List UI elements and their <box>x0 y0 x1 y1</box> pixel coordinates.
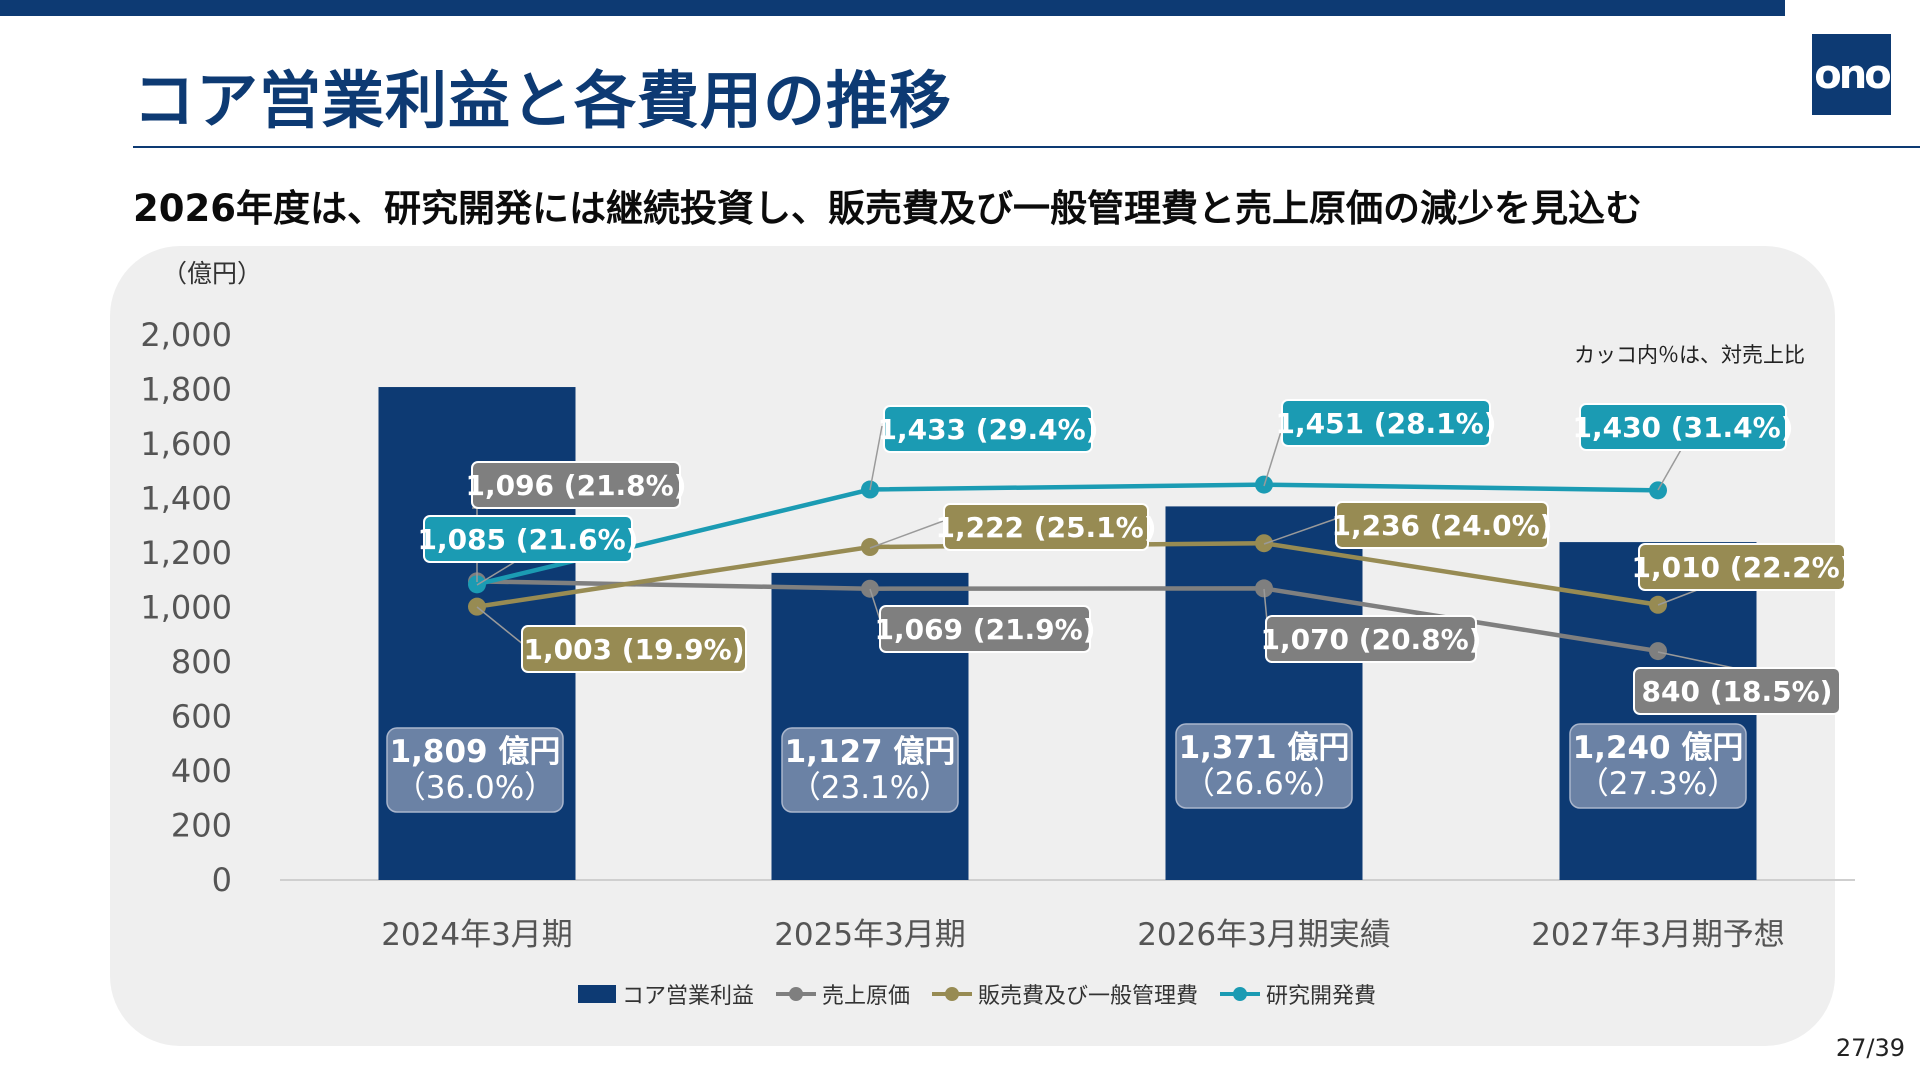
top-accent-bar <box>0 0 1785 16</box>
bar-value-label: 1,240 億円 <box>1573 730 1744 766</box>
y-tick-label: 2,000 <box>140 316 232 354</box>
x-category-label: 2027年3月期予想 <box>1531 917 1785 953</box>
chart-legend: コア営業利益 売上原価 販売費及び一般管理費 研究開発費 <box>578 978 1376 1010</box>
series-line-2 <box>476 482 1659 587</box>
series-value-label: 1,003 (19.9%) <box>523 633 744 666</box>
series-value-label: 840 (18.5%) <box>1642 675 1833 708</box>
series-marker <box>1649 481 1667 500</box>
page-number: 27/39 <box>1835 1034 1905 1062</box>
legend-line-swatch <box>776 987 817 1001</box>
callout-label-box <box>943 503 1149 551</box>
callout-label-box <box>1579 403 1787 451</box>
y-tick-label: 1,000 <box>140 589 232 627</box>
series-value-label: 1,069 (21.9%) <box>874 613 1095 646</box>
y-tick-label: 0 <box>212 861 232 899</box>
bar-value-label: 1,809 億円 <box>390 734 561 770</box>
bar-percent-label: （36.0%） <box>395 770 555 806</box>
title-divider <box>133 146 1920 148</box>
callout-label-box <box>423 515 633 563</box>
legend-item-core-operating-profit: コア営業利益 <box>578 978 754 1010</box>
callout-label-box <box>879 605 1091 653</box>
bar-value-label-box <box>1175 723 1353 809</box>
callout-label-box <box>1265 615 1477 663</box>
series-marker <box>861 579 879 598</box>
y-tick-label: 800 <box>171 643 232 681</box>
series-value-label: 1,222 (25.1%) <box>935 511 1156 544</box>
legend-label: 研究開発費 <box>1266 984 1377 1009</box>
series-value-label: 1,433 (29.4%) <box>877 413 1098 446</box>
bar-percent-label: （27.3%） <box>1578 766 1738 802</box>
legend-label: 売上原価 <box>822 984 911 1009</box>
x-category-label: 2024年3月期 <box>381 917 573 953</box>
series-value-label: 1,236 (24.0%) <box>1331 509 1552 542</box>
legend-label: コア営業利益 <box>622 984 755 1009</box>
callout-label-box <box>521 625 747 673</box>
callout-leader-line <box>476 606 525 646</box>
legend-item-rnd: 研究開発費 <box>1220 978 1376 1010</box>
callout-leader-line <box>1657 651 1735 669</box>
legend-item-cost-of-sales: 売上原価 <box>776 978 910 1010</box>
callout-leader-line <box>869 425 883 491</box>
legend-label: 販売費及び一般管理費 <box>978 984 1199 1009</box>
callout-label-box <box>883 405 1093 453</box>
series-value-label: 1,070 (20.8%) <box>1260 623 1481 656</box>
callout-label-box <box>1335 501 1549 549</box>
y-tick-label: 1,200 <box>140 534 232 572</box>
y-axis-unit-label: （億円） <box>162 259 262 288</box>
series-marker <box>1255 579 1273 598</box>
series-line-1 <box>476 540 1659 609</box>
y-tick-label: 1,800 <box>140 371 232 409</box>
callout-label-box <box>1281 399 1491 447</box>
slide-title: コア営業利益と各費用の推移 <box>133 64 953 137</box>
callout-leader-line <box>1263 421 1285 487</box>
company-logo: ono <box>1812 34 1892 115</box>
series-marker <box>861 538 879 557</box>
series-value-label: 1,085 (21.6%) <box>417 523 638 556</box>
legend-line-swatch <box>932 987 973 1001</box>
callout-label-box <box>471 461 681 509</box>
y-tick-label: 200 <box>171 807 232 845</box>
bar-core-operating-profit <box>1165 506 1363 880</box>
slide-subtitle: 2026年度は、研究開発には継続投資し、販売費及び一般管理費と売上原価の減少を見… <box>133 187 1642 230</box>
y-tick-label: 400 <box>171 752 232 790</box>
bar-value-label-box <box>386 727 564 813</box>
bar-percent-label: （23.1%） <box>790 770 950 806</box>
ratio-note: カッコ内％は、対売上比 <box>1574 343 1805 367</box>
bar-value-label: 1,127 億円 <box>785 734 956 770</box>
bar-value-label: 1,371 億円 <box>1179 730 1350 766</box>
y-tick-label: 1,600 <box>140 425 232 463</box>
series-value-label: 1,010 (22.2%) <box>1631 551 1852 584</box>
series-marker <box>1255 534 1273 553</box>
series-value-label: 1,430 (31.4%) <box>1572 411 1793 444</box>
callout-leader-line <box>869 519 947 549</box>
legend-line-swatch <box>1220 987 1261 1001</box>
series-marker <box>1649 642 1667 661</box>
bar-percent-label: （26.6%） <box>1184 766 1344 802</box>
y-tick-label: 1,400 <box>140 480 232 518</box>
callout-leader-line <box>1657 447 1683 491</box>
x-category-label: 2025年3月期 <box>774 917 966 953</box>
x-category-label: 2026年3月期実績 <box>1137 917 1391 953</box>
y-tick-label: 600 <box>171 698 232 736</box>
callout-label-box <box>1638 543 1846 591</box>
bar-value-label-box <box>1569 723 1747 809</box>
legend-item-sga: 販売費及び一般管理費 <box>932 978 1198 1010</box>
legend-bar-swatch <box>578 985 616 1003</box>
callout-label-box <box>1633 667 1841 715</box>
series-value-label: 1,451 (28.1%) <box>1275 407 1496 440</box>
callout-leader-line <box>476 559 519 586</box>
series-value-label: 1,096 (21.8%) <box>465 469 686 502</box>
bar-value-label-box <box>781 727 959 813</box>
callout-leader-line <box>1263 517 1339 545</box>
